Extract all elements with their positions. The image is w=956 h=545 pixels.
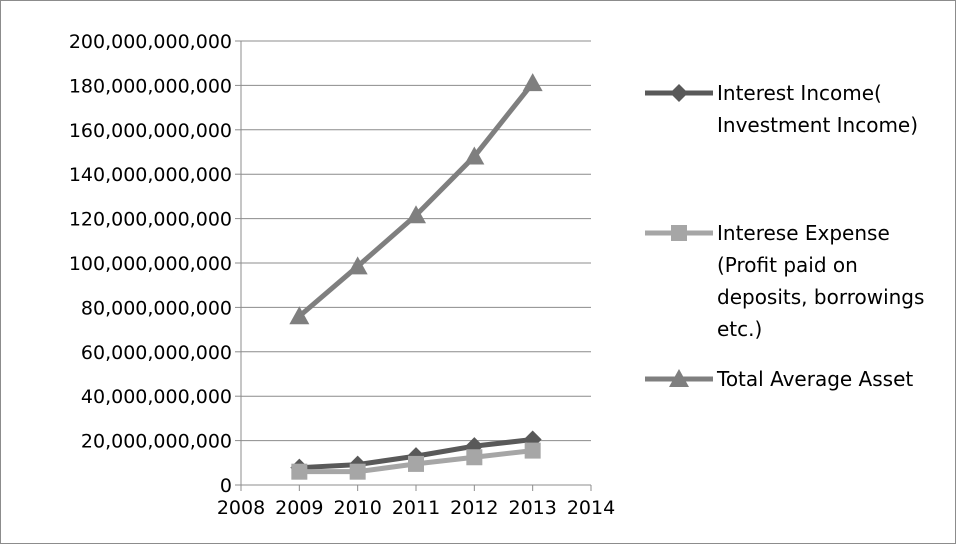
y-tick-label: 160,000,000,000 xyxy=(69,120,232,142)
legend-label: Investment Income) xyxy=(717,113,918,137)
legend-marker xyxy=(671,225,687,241)
legend-label: Interest Income( xyxy=(717,81,882,105)
y-tick-label: 40,000,000,000 xyxy=(81,386,232,408)
x-tick-label: 2010 xyxy=(333,497,381,519)
data-point xyxy=(406,205,426,224)
legend-label: etc.) xyxy=(717,317,762,341)
legend-label: deposits, borrowings xyxy=(717,285,924,309)
legend-marker xyxy=(670,84,688,102)
legend: Interest Income( Investment Income) Intere… xyxy=(645,81,924,391)
series-lines xyxy=(289,73,543,480)
y-tick-label: 0 xyxy=(220,475,232,497)
y-tick-label: 20,000,000,000 xyxy=(81,431,232,453)
x-tick-label: 2013 xyxy=(508,497,556,519)
legend-label: Interese Expense xyxy=(717,221,890,245)
y-tick-label: 180,000,000,000 xyxy=(69,75,232,97)
legend-marker xyxy=(669,369,689,387)
data-point xyxy=(524,442,541,459)
x-tick-label: 2014 xyxy=(567,497,615,519)
data-point xyxy=(349,463,366,480)
gridlines xyxy=(241,40,591,442)
data-point xyxy=(289,306,310,325)
legend-label: Total Average Asset xyxy=(716,367,913,391)
y-tick-label: 120,000,000,000 xyxy=(69,209,232,231)
axes: 0 20,000,000,000 40,000,000,000 60,000,000,… xyxy=(69,31,615,519)
data-point xyxy=(347,256,368,275)
x-tick-label: 2011 xyxy=(392,497,440,519)
x-tick-label: 2012 xyxy=(450,497,498,519)
y-tick-label: 140,000,000,000 xyxy=(69,164,232,186)
data-point xyxy=(408,455,424,472)
x-tick-label: 2008 xyxy=(217,497,265,519)
data-point xyxy=(522,73,543,92)
x-tick-label: 2009 xyxy=(275,497,323,519)
legend-label: (Profit paid on xyxy=(717,253,858,277)
data-point xyxy=(291,463,308,480)
data-point xyxy=(466,449,483,466)
y-tick-label: 200,000,000,000 xyxy=(69,31,232,53)
y-tick-label: 100,000,000,000 xyxy=(69,253,232,275)
data-point xyxy=(464,146,485,165)
y-tick-label: 60,000,000,000 xyxy=(81,342,232,364)
series-line-3 xyxy=(297,81,535,319)
y-tick-label: 80,000,000,000 xyxy=(81,297,232,319)
